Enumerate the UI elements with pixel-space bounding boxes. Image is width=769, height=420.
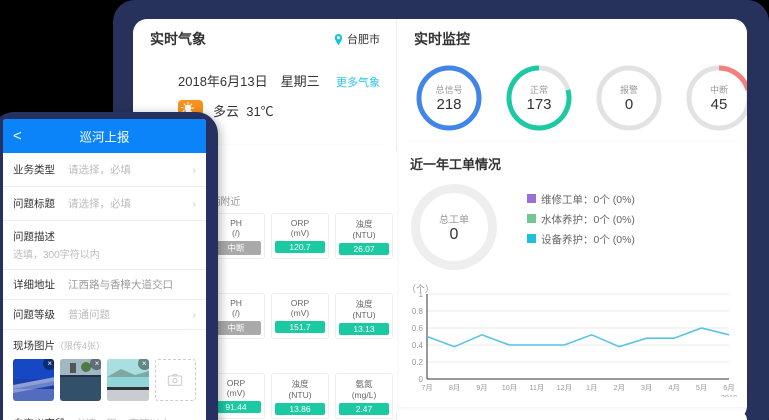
svg-text:0.6: 0.6	[412, 324, 424, 333]
svg-text:12月: 12月	[557, 383, 572, 392]
svg-text:6月: 6月	[723, 383, 734, 392]
svg-text:10月: 10月	[502, 383, 517, 392]
svg-text:11月: 11月	[529, 383, 544, 392]
svg-text:8月: 8月	[449, 383, 460, 392]
svg-text:1月: 1月	[586, 383, 597, 392]
svg-text:2月: 2月	[614, 383, 625, 392]
svg-text:4月: 4月	[668, 383, 679, 392]
svg-text:5月: 5月	[696, 383, 707, 392]
svg-text:0.2: 0.2	[412, 358, 424, 367]
svg-text:0.4: 0.4	[412, 341, 424, 350]
svg-text:1: 1	[419, 292, 424, 299]
svg-text:9月: 9月	[476, 383, 487, 392]
svg-text:2018: 2018	[721, 393, 737, 397]
svg-text:3月: 3月	[641, 383, 652, 392]
svg-text:7月: 7月	[421, 383, 432, 392]
svg-text:0.8: 0.8	[412, 307, 424, 316]
